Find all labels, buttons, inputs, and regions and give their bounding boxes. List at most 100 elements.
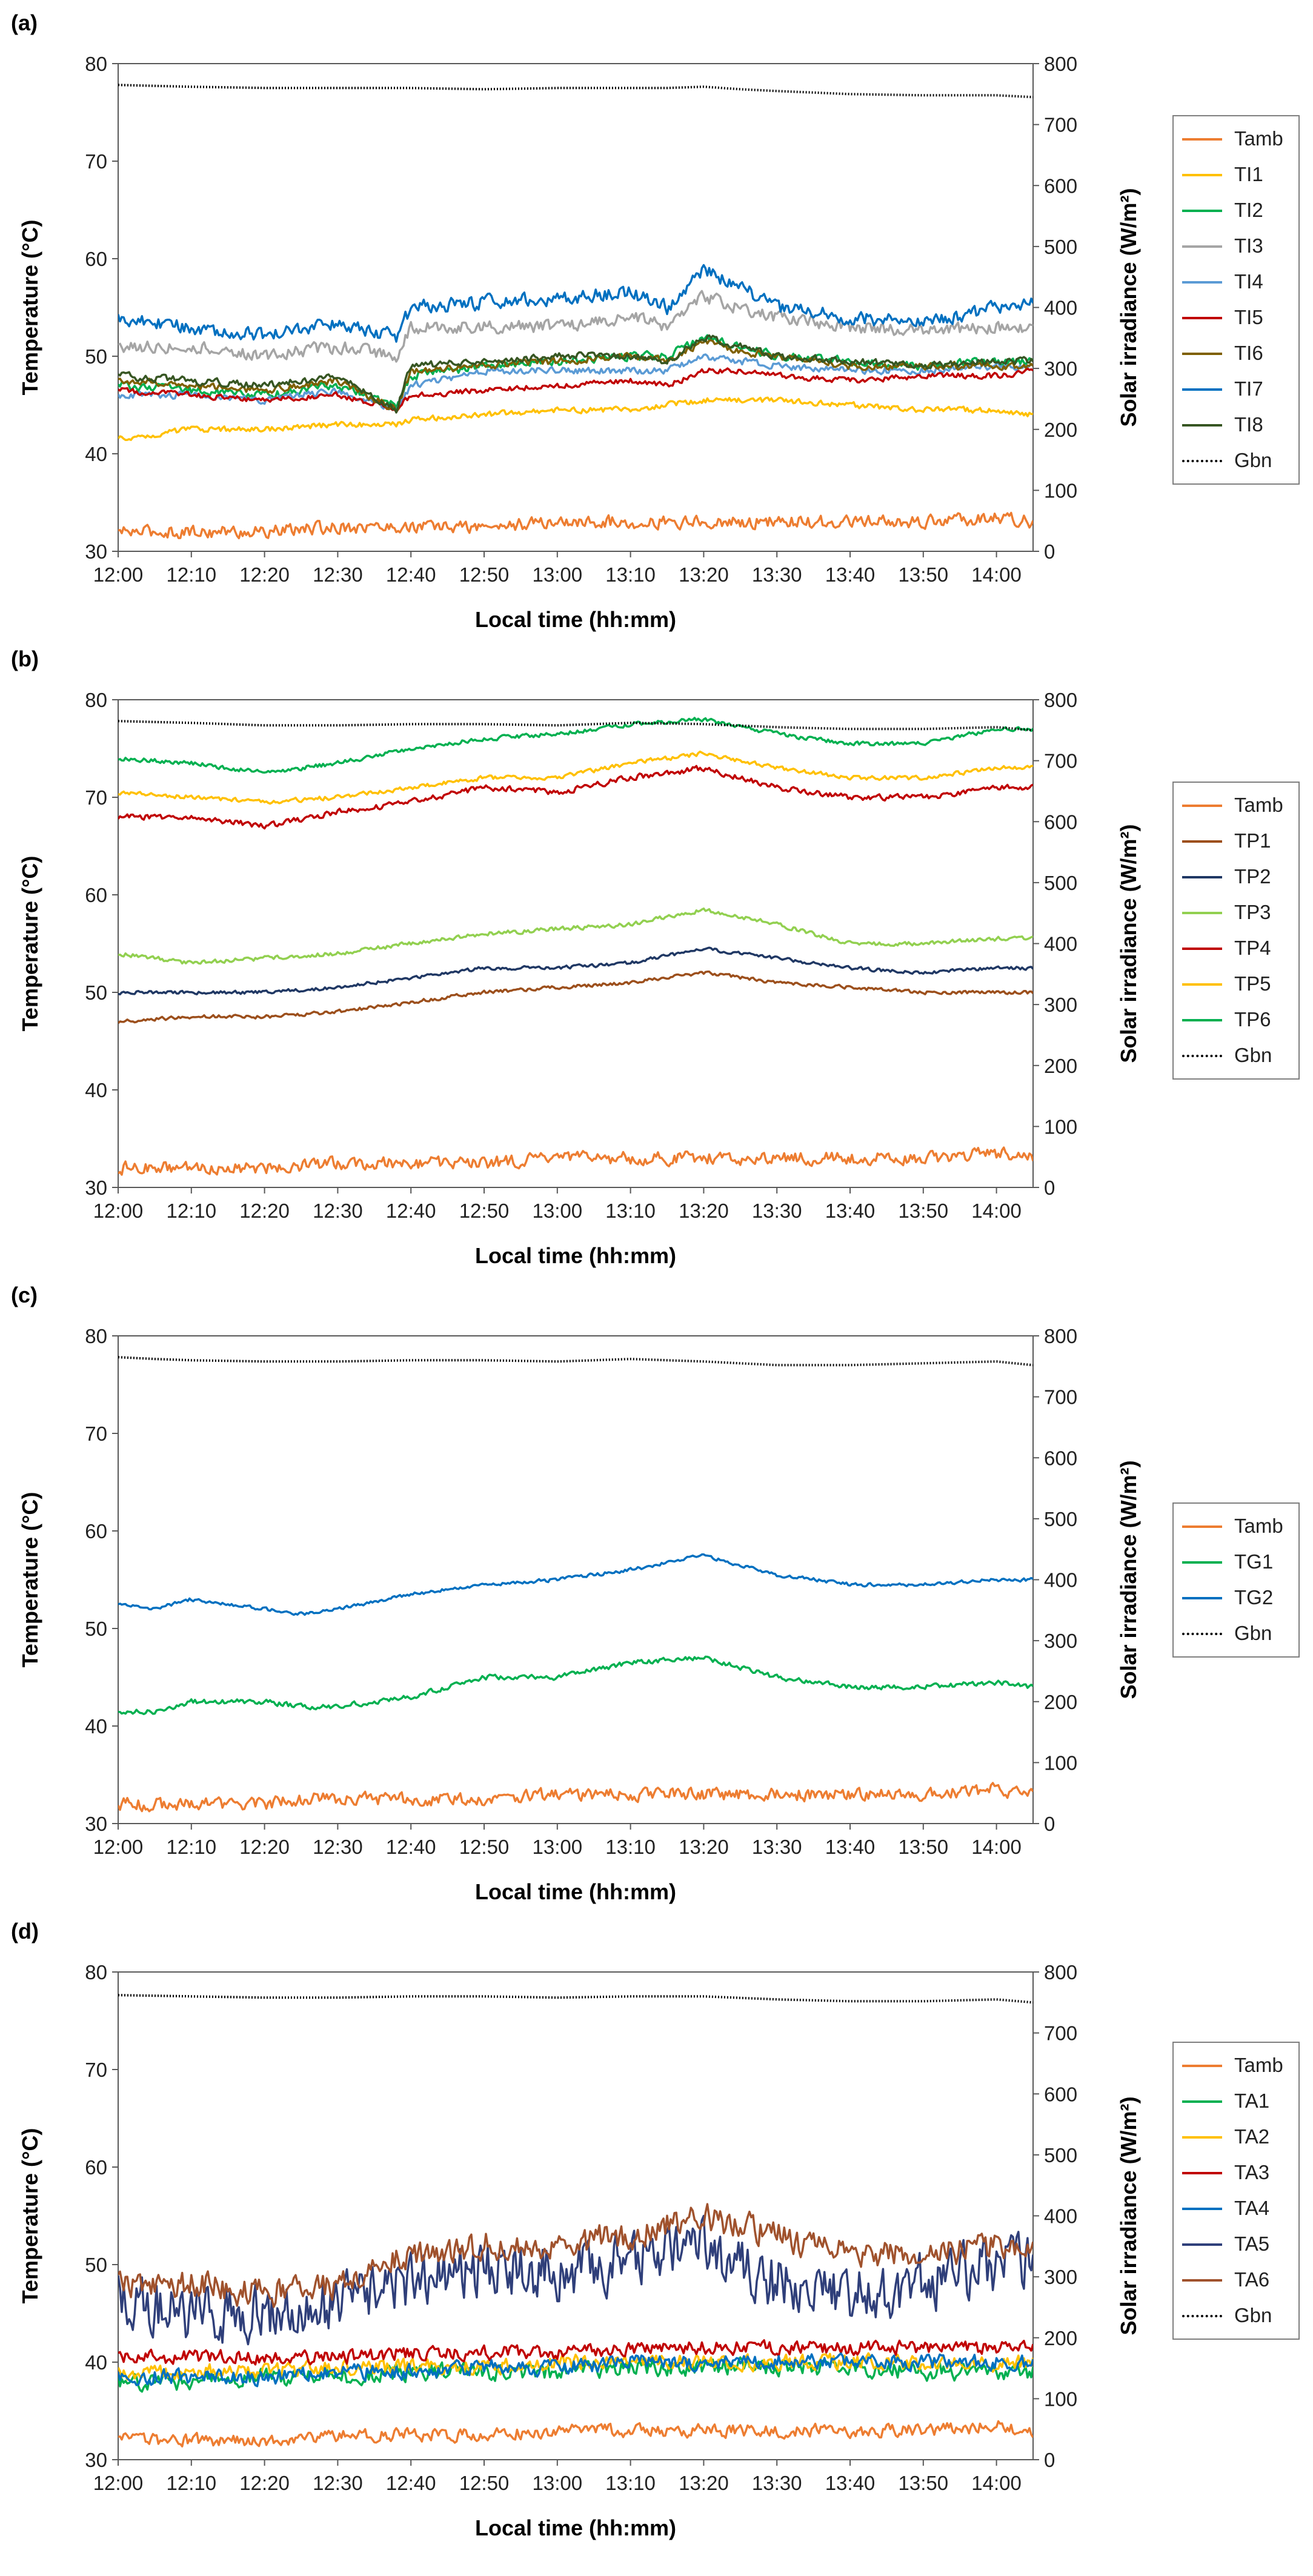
y-tick-label: 60: [85, 2156, 107, 2179]
legend-label: TA3: [1234, 2161, 1270, 2183]
y2-tick-label: 200: [1044, 2327, 1077, 2349]
y2-tick-label: 700: [1044, 114, 1077, 136]
legend-entry-ta2: TA2: [1174, 2119, 1298, 2155]
y-axis-title: Temperature (°C): [18, 2128, 42, 2304]
legend: Tamb TI1 TI2 TI3 TI4 TI5 TI6 TI7 TI8 Gbn: [1172, 115, 1300, 485]
y2-tick-label: 800: [1044, 1325, 1077, 1347]
series-line-tamb: [118, 511, 1033, 540]
series-line-ti3: [118, 290, 1033, 363]
legend-label: TA5: [1234, 2232, 1270, 2255]
series-line-tp5: [118, 750, 1033, 805]
y2-tick-label: 0: [1044, 1813, 1055, 1835]
y2-tick-label: 100: [1044, 1751, 1077, 1774]
legend-entry-gbn: Gbn: [1174, 2298, 1298, 2334]
legend-label: Tamb: [1234, 1515, 1283, 1537]
y2-tick-label: 300: [1044, 1630, 1077, 1652]
legend: Tamb TA1 TA2 TA3 TA4 TA5 TA6 Gbn: [1172, 2042, 1300, 2340]
legend-entry-ti5: TI5: [1174, 300, 1298, 336]
legend-swatch: [1182, 983, 1222, 986]
x-tick-label: 12:00: [93, 1200, 144, 1222]
y2-tick-label: 200: [1044, 1055, 1077, 1077]
legend-label: TP1: [1234, 829, 1271, 852]
legend-label: TA6: [1234, 2268, 1270, 2291]
legend-entry-ta5: TA5: [1174, 2226, 1298, 2262]
y-tick-label: 40: [85, 443, 107, 465]
chart-panel-c: (c) 30 40 50 60 70 80 0 100 200 300 400 500 600 700 800…: [0, 1272, 1313, 1908]
series-line-tamb: [118, 1146, 1033, 1176]
legend-label: TP4: [1234, 937, 1271, 959]
x-tick-label: 13:00: [533, 2472, 583, 2494]
legend-label: TI8: [1234, 413, 1263, 436]
legend-entry-ta4: TA4: [1174, 2191, 1298, 2226]
x-tick-label: 13:10: [605, 563, 656, 586]
plot-area-frame: [118, 1971, 1034, 2460]
y-tick-label: 80: [85, 1961, 107, 1983]
legend-swatch: [1182, 2208, 1222, 2210]
x-tick-label: 14:00: [971, 2472, 1022, 2494]
legend-entry-tp5: TP5: [1174, 966, 1298, 1002]
y-axis-title: Temperature (°C): [18, 856, 42, 1032]
x-tick-label: 12:40: [386, 1836, 436, 1858]
series-line-ti4: [118, 353, 1033, 414]
legend-swatch: [1182, 840, 1222, 843]
x-tick-label: 12:10: [167, 1836, 217, 1858]
x-tick-label: 13:50: [899, 1200, 949, 1222]
legend-swatch: [1182, 876, 1222, 878]
legend-swatch: [1182, 1561, 1222, 1564]
legend-entry-gbn: Gbn: [1174, 1038, 1298, 1074]
x-tick-label: 12:30: [313, 1200, 363, 1222]
legend-label: Gbn: [1234, 2304, 1272, 2326]
legend-swatch: [1182, 2315, 1222, 2317]
y2-tick-label: 500: [1044, 1508, 1077, 1530]
x-tick-label: 13:20: [679, 563, 729, 586]
x-tick-label: 12:40: [386, 2472, 436, 2494]
legend-entry-ti7: TI7: [1174, 371, 1298, 407]
y2-axis-title: Solar irradiance (W/m²): [1116, 2096, 1141, 2335]
x-tick-label: 13:30: [752, 563, 802, 586]
legend-swatch: [1182, 138, 1222, 141]
legend-entry-ta3: TA3: [1174, 2155, 1298, 2191]
legend-label: TG2: [1234, 1586, 1274, 1608]
legend-label: TG1: [1234, 1550, 1274, 1573]
x-tick-label: 13:10: [605, 1200, 656, 1222]
series-line-tg1: [118, 1655, 1033, 1716]
y-tick-label: 30: [85, 2449, 107, 2471]
series-line-gbn: [118, 720, 1033, 732]
y2-tick-label: 200: [1044, 419, 1077, 441]
panel-label: (a): [11, 10, 38, 35]
legend-entry-tamb: Tamb: [1174, 2048, 1298, 2083]
x-axis-title: Local time (hh:mm): [475, 607, 676, 632]
legend-entry-ti8: TI8: [1174, 407, 1298, 443]
legend-entry-ta6: TA6: [1174, 2262, 1298, 2298]
legend-entry-ta1: TA1: [1174, 2083, 1298, 2119]
series-line-ti6: [118, 339, 1033, 413]
legend-swatch: [1182, 2279, 1222, 2282]
x-tick-label: 13:20: [679, 1836, 729, 1858]
series-line-tamb: [118, 1782, 1033, 1813]
y-tick-label: 60: [85, 1520, 107, 1542]
legend-label: TP3: [1234, 901, 1271, 923]
y-tick-label: 40: [85, 2351, 107, 2374]
legend-entry-tp3: TP3: [1174, 895, 1298, 931]
x-tick-label: 13:40: [825, 563, 876, 586]
legend-label: TA1: [1234, 2090, 1270, 2112]
y-tick-label: 50: [85, 981, 107, 1004]
legend-label: Tamb: [1234, 127, 1283, 150]
legend-entry-tamb: Tamb: [1174, 788, 1298, 823]
legend-swatch: [1182, 210, 1222, 212]
y2-tick-label: 300: [1044, 2266, 1077, 2288]
x-tick-label: 13:00: [533, 1200, 583, 1222]
series-line-tp3: [118, 907, 1033, 965]
x-tick-label: 12:30: [313, 1836, 363, 1858]
y2-tick-label: 100: [1044, 1115, 1077, 1138]
series-line-ta4: [118, 2352, 1033, 2388]
x-tick-label: 13:20: [679, 1200, 729, 1222]
x-tick-label: 13:30: [752, 1836, 802, 1858]
y2-tick-label: 700: [1044, 750, 1077, 772]
series-line-ti1: [118, 396, 1033, 441]
x-tick-label: 13:50: [899, 563, 949, 586]
x-tick-label: 14:00: [971, 1836, 1022, 1858]
legend-swatch: [1182, 2243, 1222, 2246]
legend-label: TI6: [1234, 342, 1263, 364]
